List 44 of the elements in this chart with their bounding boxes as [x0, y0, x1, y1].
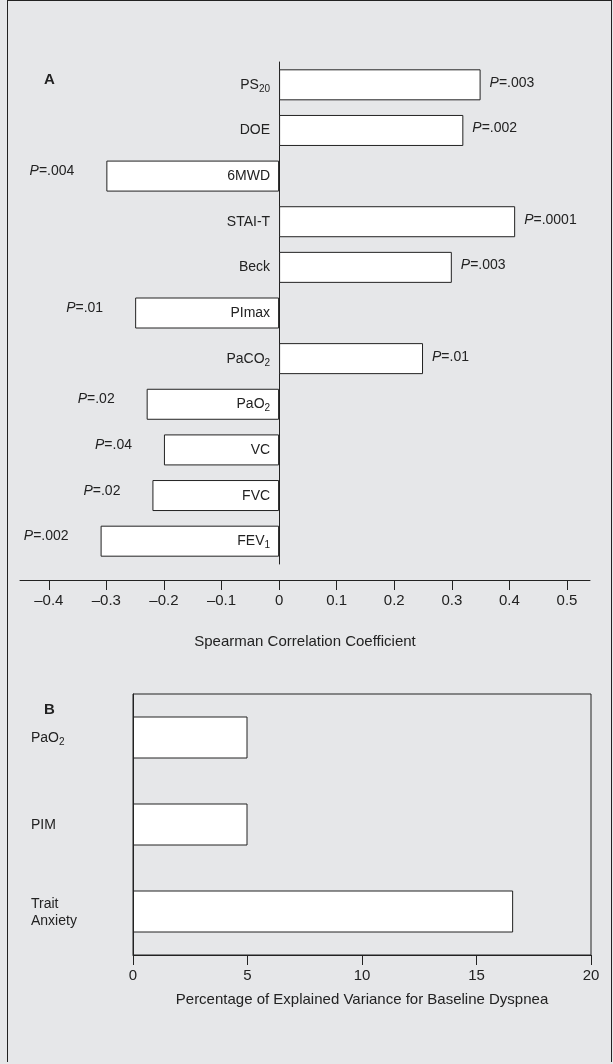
chart-title: B: [44, 700, 55, 717]
x-tick-label: –0.2: [149, 591, 179, 608]
x-tick-label: 15: [468, 966, 485, 983]
y-tick-label: VC: [250, 440, 271, 458]
x-tick-label: 0.4: [498, 591, 520, 608]
x-tick-label: 10: [353, 966, 371, 983]
y-tick-label: PaO$_{2}$: [236, 395, 271, 414]
x-tick-label: 0.3: [441, 591, 463, 608]
y-tick-label: FVC: [242, 486, 271, 504]
y-tick-label: PaCO$_{2}$: [226, 349, 271, 368]
y-tick-label: STAI-T: [226, 212, 271, 230]
y-tick-label: PS$_{20}$: [240, 75, 271, 94]
y-tick-label: PImax: [230, 304, 271, 321]
x-tick-label: 0.5: [556, 591, 578, 608]
x-axis-title: Percentage of Explained Variance for Baseline Dyspnea: [175, 989, 549, 1007]
annotation: P=.003: [460, 256, 506, 274]
y-tick-label: 6MWD: [227, 167, 271, 185]
annotation: P=.01: [66, 299, 104, 316]
annotation: P=.04: [94, 435, 132, 453]
x-tick-label: 0.1: [326, 591, 348, 608]
x-tick-label: 5: [243, 966, 252, 983]
x-tick-label: 0: [274, 591, 284, 608]
x-tick-label: 20: [582, 966, 600, 983]
x-axis-title: Spearman Correlation Coefficient: [194, 631, 417, 649]
x-tick-label: –0.1: [206, 591, 237, 608]
y-tick-label: FEV$_{1}$: [237, 532, 271, 551]
y-tick-label: Beck: [238, 258, 271, 276]
annotation: P=.01: [432, 347, 469, 365]
text: A: [44, 70, 55, 87]
x-tick-label: 0: [128, 966, 138, 983]
annotation: P=.0001: [524, 210, 577, 228]
x-tick-label: 0.2: [383, 591, 405, 608]
x-tick-label: –0.3: [91, 591, 121, 608]
annotation: P=.02: [77, 390, 115, 408]
annotation: P=.02: [83, 481, 121, 499]
x-tick-label: –0.4: [34, 591, 64, 608]
y-tick-label: PIM: [31, 816, 57, 833]
y-tick-label: PaO$_{2}$: [31, 729, 66, 747]
annotation: P=.003: [489, 73, 535, 91]
annotation: P=.002: [472, 119, 518, 137]
annotation: P=.004: [29, 162, 75, 180]
y-tick-label: DOE: [239, 121, 271, 139]
annotation: P=.002: [23, 527, 69, 545]
y-tick-label: Trait Anxiety: [31, 894, 78, 929]
